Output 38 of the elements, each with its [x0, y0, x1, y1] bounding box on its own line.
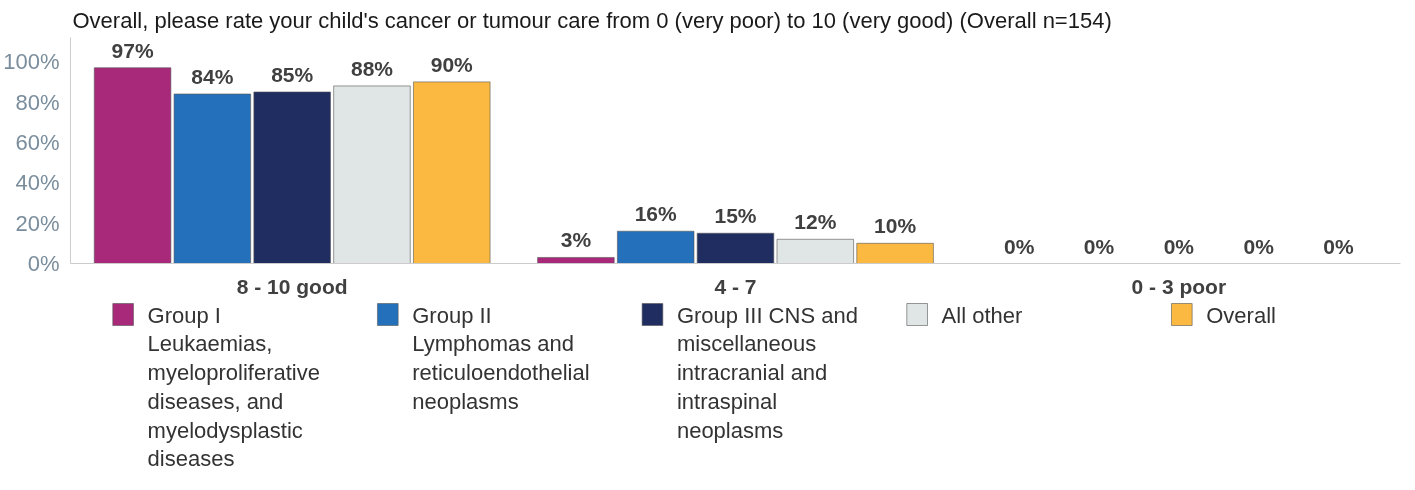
bar	[617, 230, 695, 264]
data-label: 88%	[350, 56, 394, 80]
bar	[696, 232, 775, 264]
data-label: 0%	[1004, 234, 1035, 258]
y-tick-label: 20%	[15, 210, 60, 236]
data-label: 84%	[191, 65, 234, 88]
bar	[776, 238, 854, 264]
data-label: 85%	[271, 62, 314, 86]
data-label: 10%	[874, 214, 917, 238]
bar	[413, 81, 491, 264]
y-tick-label: 40%	[15, 170, 60, 196]
bar	[253, 91, 331, 264]
y-tick-label: 60%	[15, 129, 60, 155]
data-label: 0%	[1163, 234, 1195, 258]
data-label: 0%	[1243, 234, 1275, 258]
data-label: 90%	[430, 52, 474, 76]
legend-label: Group II Lymphomas and reticuloendothelial neoplasms	[412, 302, 590, 414]
bar	[856, 243, 934, 264]
data-label: 97%	[111, 38, 154, 62]
y-tick-label: 80%	[15, 89, 60, 115]
legend-label: Group III CNS and miscellaneous intracranial and intraspinal neoplasms	[676, 302, 858, 443]
y-tick-label: 100%	[3, 49, 60, 75]
legend-label: Overall	[1206, 302, 1276, 328]
data-label: 12%	[794, 210, 837, 234]
data-label: 16%	[634, 202, 678, 226]
data-label: 0%	[1083, 234, 1115, 258]
bar	[537, 257, 615, 264]
x-tick-label: 0 - 3 poor	[1131, 274, 1227, 298]
data-label: 3%	[560, 228, 592, 252]
legend-label: Group I Leukaemias, myeloproliferative diseases, and myelodysplastic diseases	[147, 302, 320, 472]
data-label: 0%	[1323, 234, 1354, 258]
x-tick-label: 4 - 7	[714, 274, 757, 298]
data-label: 15%	[714, 204, 757, 228]
bar	[333, 85, 411, 264]
legend-label: All other	[941, 302, 1023, 328]
chart-title: Overall, please rate your child's cancer or tumour care from 0 (very poor) to 10 (very good) (Overall n=154)	[72, 7, 1112, 33]
y-tick-label: 0%	[27, 251, 60, 276]
x-tick-label: 8 - 10 good	[236, 274, 348, 298]
